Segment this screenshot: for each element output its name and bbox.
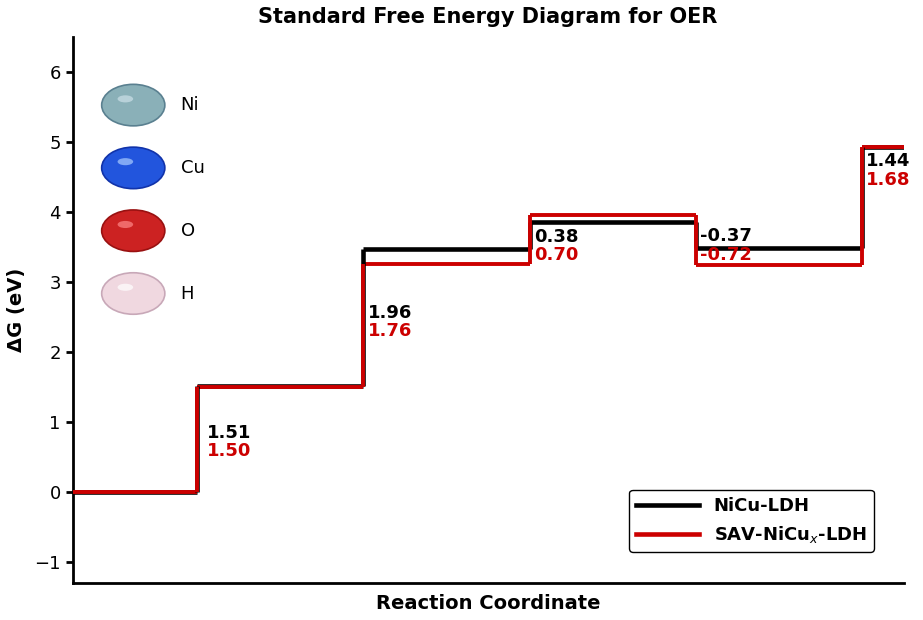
Text: 1.51: 1.51 [208,424,252,442]
Circle shape [102,273,165,314]
Text: Cu: Cu [181,159,205,177]
Legend: NiCu-LDH, SAV-NiCu$_x$-LDH: NiCu-LDH, SAV-NiCu$_x$-LDH [629,490,874,552]
Circle shape [102,84,165,126]
Text: 1.50: 1.50 [208,442,252,460]
Text: O: O [181,222,195,240]
Y-axis label: ΔG (eV): ΔG (eV) [7,268,26,352]
Text: 1.44: 1.44 [867,153,911,171]
Text: 1.96: 1.96 [367,304,412,322]
Ellipse shape [117,284,133,291]
Text: 1.76: 1.76 [367,322,412,340]
Title: Standard Free Energy Diagram for OER: Standard Free Energy Diagram for OER [258,7,718,27]
Ellipse shape [117,221,133,228]
Ellipse shape [117,158,133,165]
X-axis label: Reaction Coordinate: Reaction Coordinate [376,594,601,613]
Text: 0.70: 0.70 [533,246,578,264]
Text: 0.38: 0.38 [533,228,579,246]
Text: H: H [181,285,194,303]
Text: -0.37: -0.37 [701,228,752,246]
Text: Ni: Ni [181,96,199,114]
Text: 1.68: 1.68 [867,170,911,188]
Ellipse shape [117,95,133,102]
Text: -0.72: -0.72 [701,246,752,264]
Circle shape [102,210,165,252]
Circle shape [102,147,165,188]
